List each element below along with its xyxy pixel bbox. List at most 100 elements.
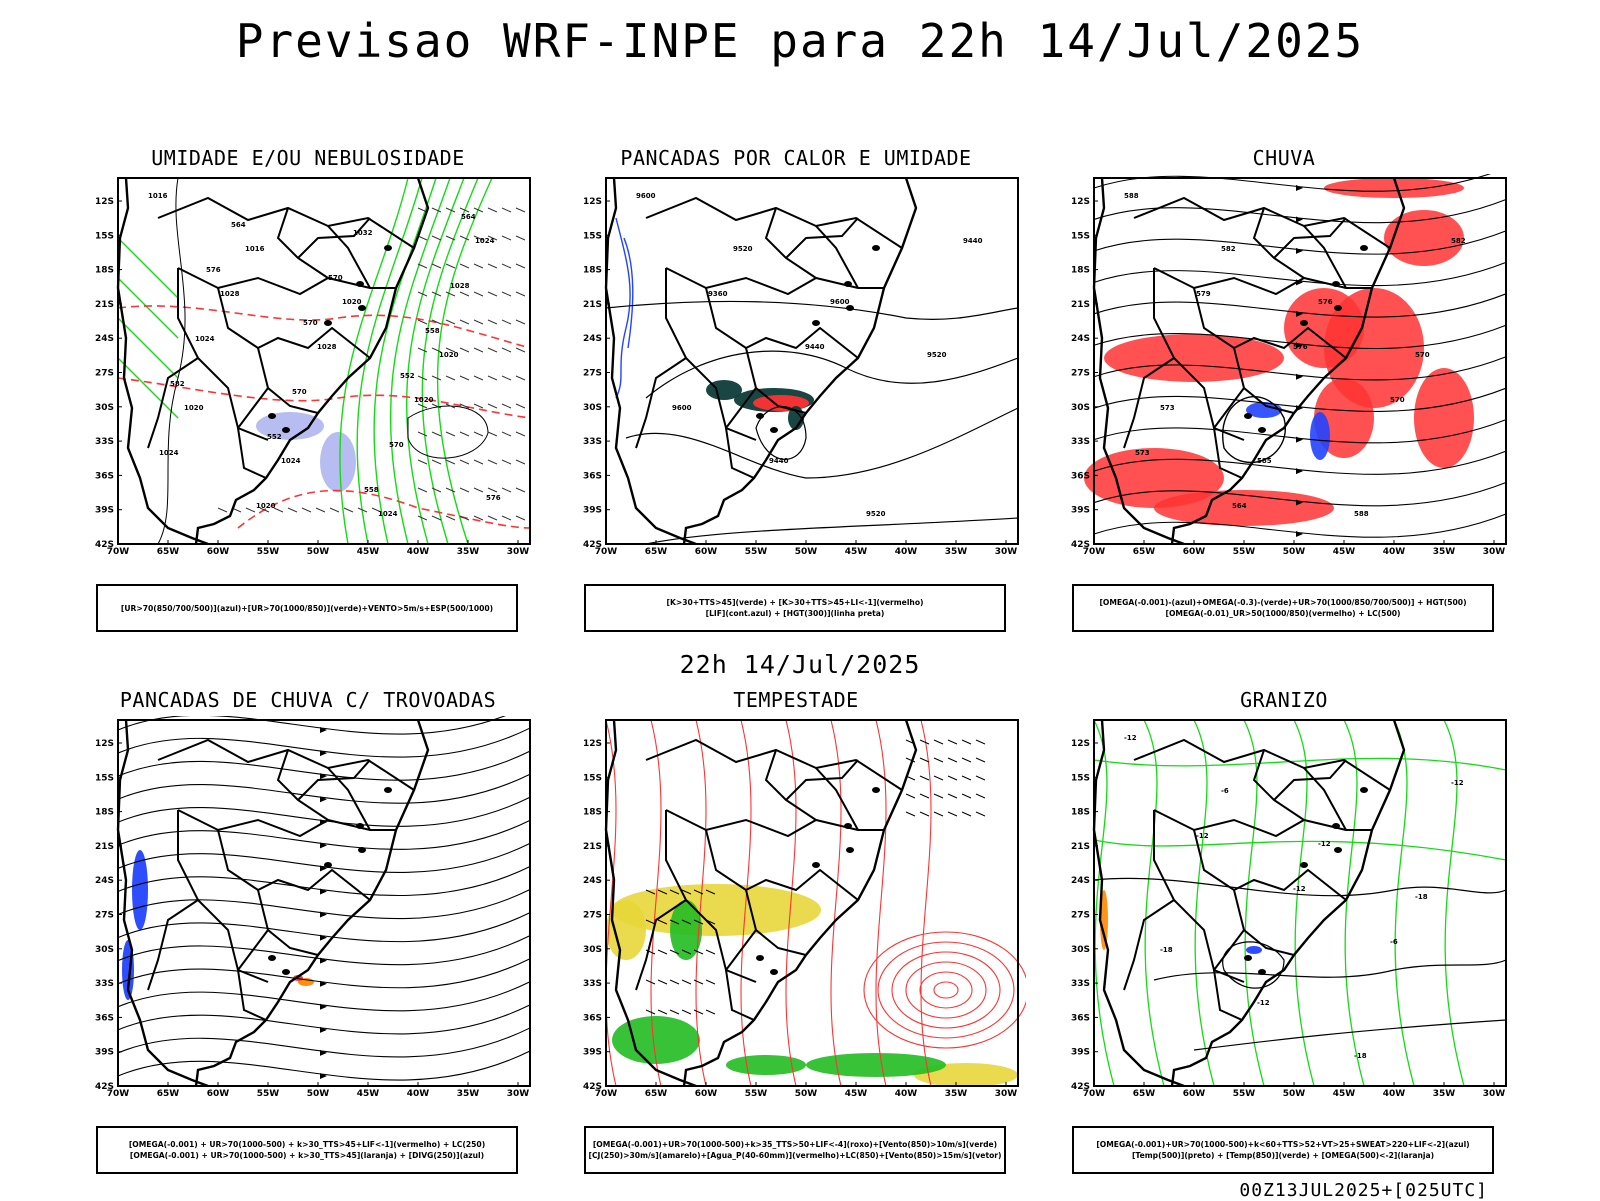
state-border — [236, 387, 269, 479]
lat-tick-label: 39S — [95, 506, 114, 516]
wind-vector — [487, 459, 498, 465]
temp500-contour — [1093, 877, 1507, 897]
wind-vector — [515, 291, 526, 297]
wind-vector — [217, 507, 228, 513]
state-border — [785, 217, 859, 259]
wind-vector — [473, 235, 484, 241]
contour-label: 582 — [170, 380, 185, 388]
lat-tick-label: 27S — [1071, 369, 1090, 379]
map-frame — [1093, 719, 1507, 1087]
contour-label: 9520 — [927, 351, 947, 359]
contour-label: 576 — [1318, 298, 1333, 306]
state-border — [1193, 287, 1347, 359]
lat-tick-label: 33S — [583, 979, 602, 989]
lon-tick-label: 60W — [207, 1089, 230, 1099]
state-border — [724, 929, 757, 1021]
lat-tick-label: 15S — [1071, 773, 1090, 783]
state-border — [705, 829, 859, 901]
wind-vector — [417, 207, 428, 213]
streamline — [1093, 198, 1507, 224]
lake-marker — [1332, 823, 1340, 829]
wind-vector — [515, 263, 526, 269]
thickness-contour — [237, 489, 531, 529]
contour-label: 564 — [461, 213, 476, 221]
wind-vector — [459, 207, 470, 213]
lon-tick-label: 35W — [457, 1089, 480, 1099]
state-border — [635, 357, 687, 449]
wind-vector — [431, 207, 442, 213]
temp850-contour — [1143, 719, 1165, 1087]
lon-tick-label: 50W — [1283, 547, 1306, 557]
temp500-contour — [1153, 959, 1507, 981]
lc850-streamline — [830, 719, 842, 1087]
streamline — [117, 1004, 531, 1035]
contour-label: 564 — [231, 221, 246, 229]
wind-vector — [459, 235, 470, 241]
streamline-arrow — [320, 1049, 327, 1056]
contour-label: 570 — [292, 388, 307, 396]
lake-marker — [268, 955, 276, 961]
lon-tick-label: 30W — [995, 1089, 1018, 1099]
wind-vector — [905, 793, 916, 799]
state-border — [705, 287, 859, 359]
streamline — [1093, 419, 1507, 444]
state-border — [785, 759, 859, 801]
state-border — [815, 225, 859, 289]
contour-label: 1024 — [195, 335, 215, 343]
contour-label: 1020 — [439, 351, 459, 359]
lake-marker — [1360, 245, 1368, 251]
panel-granizo: GRANIZO -12 -6 -12 -18 -18 -12 -18 -12 -12 -12 -6 1… — [1054, 688, 1514, 1174]
panel-legend: [UR>70(850/700/500)](azul)+[UR>70(1000/8… — [96, 584, 518, 632]
contour-label: 564 — [1232, 502, 1247, 510]
wind-vector — [705, 1009, 716, 1015]
wind-vector — [515, 487, 526, 493]
streamline — [117, 750, 531, 781]
lat-tick-label: 30S — [1071, 945, 1090, 955]
contour-label: 1028 — [450, 282, 470, 290]
lat-tick-label: 18S — [583, 808, 602, 818]
map-background — [118, 720, 530, 1086]
state-border — [327, 767, 371, 831]
state-border — [276, 207, 329, 279]
lat-tick-label: 18S — [95, 266, 114, 276]
lon-tick-label: 30W — [1483, 1089, 1506, 1099]
wind-vector — [459, 347, 470, 353]
contour-label: 1028 — [220, 290, 240, 298]
wind-vector — [431, 375, 442, 381]
wind-vector — [431, 459, 442, 465]
wind-vector — [417, 431, 428, 437]
legend-line: [CJ(250)>30m/s](amarelo)+[Agua_P(40-60mm… — [588, 1151, 1002, 1160]
state-border — [745, 889, 807, 956]
omega-area-blue — [1246, 402, 1282, 418]
lc850-streamline — [785, 719, 797, 1087]
lake-marker — [358, 305, 366, 311]
wind-vector — [501, 235, 512, 241]
wind-vector — [501, 403, 512, 409]
streamline-arrow — [320, 796, 327, 803]
streamline-arrow — [320, 888, 327, 895]
lat-tick-label: 33S — [1071, 979, 1090, 989]
state-border — [1252, 749, 1305, 821]
wind-vector — [343, 507, 354, 513]
lat-tick-label: 12S — [1071, 739, 1090, 749]
contour-label: 9600 — [672, 404, 692, 412]
lon-tick-label: 35W — [945, 1089, 968, 1099]
wind-vector — [259, 507, 270, 513]
streamline — [1093, 324, 1507, 349]
streamline-arrow — [320, 865, 327, 872]
state-border — [1212, 929, 1245, 1021]
rain-area — [1384, 210, 1464, 266]
contour-label: 1028 — [317, 343, 337, 351]
state-border — [257, 889, 319, 956]
streamline-arrow — [320, 1073, 327, 1079]
contour-label: -18 — [1160, 946, 1173, 954]
geography-layer — [604, 177, 918, 546]
contour-label: 579 — [1196, 290, 1211, 298]
hail-risk-area-blue — [1246, 946, 1262, 954]
contour-label: -12 — [1293, 885, 1306, 893]
divergence-area-blue — [132, 850, 148, 930]
wind-vector — [693, 919, 704, 925]
streamline — [1093, 230, 1507, 255]
wind-vector — [487, 375, 498, 381]
lat-tick-label: 39S — [1071, 506, 1090, 516]
